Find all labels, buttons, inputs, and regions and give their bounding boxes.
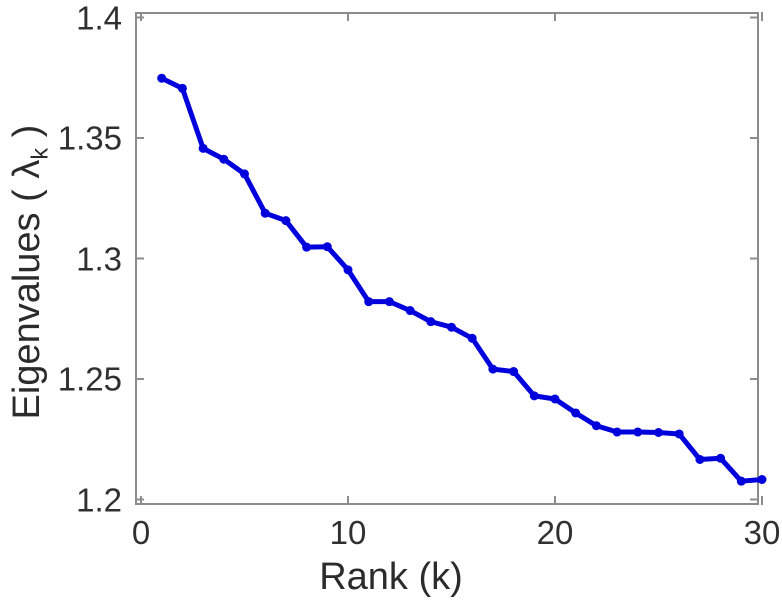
- x-tick-label: 10: [329, 514, 367, 551]
- lambda-symbol: λ: [5, 159, 48, 179]
- x-tick-label: 0: [131, 514, 151, 551]
- y-axis-title-text: Eigenvalues (: [5, 178, 48, 420]
- y-axis-title-close: ): [5, 124, 48, 148]
- y-tick-label: 1.35: [57, 119, 122, 157]
- x-tick-label: 30: [743, 514, 781, 551]
- y-tick-label: 1.25: [57, 360, 122, 398]
- y-axis-title: Eigenvalues ( λk ): [5, 12, 53, 532]
- y-tick-label: 1.4: [76, 0, 122, 36]
- plot-area-frame: [135, 12, 759, 505]
- x-tick-label: 20: [536, 514, 574, 551]
- lambda-subscript: k: [26, 147, 53, 160]
- y-tick-label: 1.3: [76, 240, 122, 277]
- y-tick-label: 1.2: [76, 481, 122, 518]
- x-axis-title: Rank (k): [319, 556, 463, 598]
